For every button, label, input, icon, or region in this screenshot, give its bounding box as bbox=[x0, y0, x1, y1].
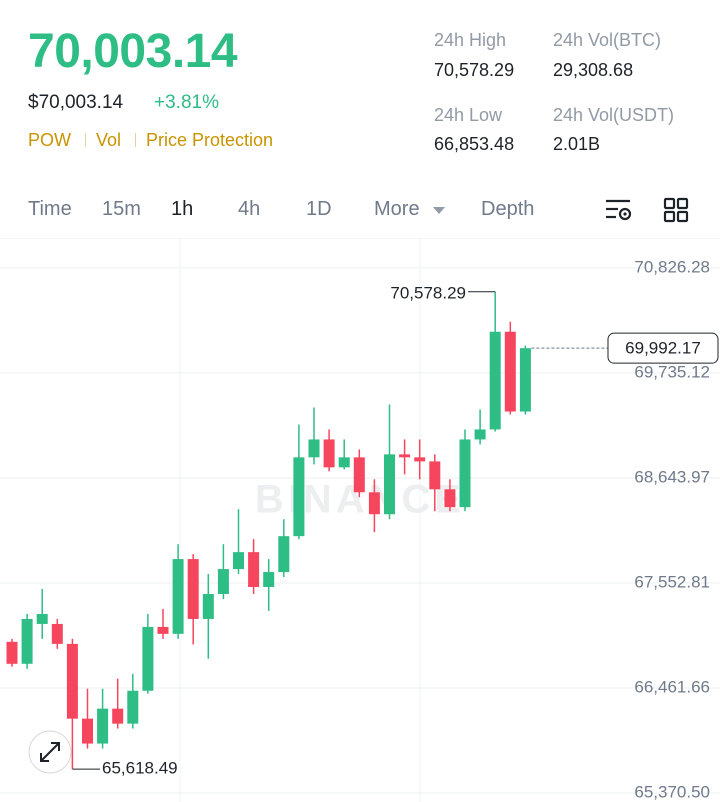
high-marker-label: 70,578.29 bbox=[390, 283, 466, 302]
last-price-label: 69,992.17 bbox=[625, 339, 701, 358]
last-price: 70,003.14 bbox=[28, 25, 238, 78]
candle-body bbox=[459, 439, 471, 508]
candlestick-chart: BINANCE70,826.2869,735.1268,643.9767,552… bbox=[0, 238, 720, 802]
candle-body bbox=[187, 559, 199, 619]
y-tick-label: 69,735.12 bbox=[634, 362, 710, 381]
candle-body bbox=[21, 618, 33, 664]
candle-body bbox=[263, 572, 275, 587]
stat-label: 24h Vol(USDT) bbox=[553, 105, 675, 125]
candle-body bbox=[429, 461, 441, 490]
interval-tab[interactable]: More bbox=[374, 198, 420, 220]
stat-label: 24h Low bbox=[434, 105, 503, 125]
candle-body bbox=[444, 489, 456, 508]
stat-value: 66,853.48 bbox=[434, 134, 515, 154]
low-marker-label: 65,618.49 bbox=[102, 759, 178, 778]
candle-body bbox=[414, 457, 426, 462]
candle-body bbox=[97, 708, 109, 744]
candle-body bbox=[308, 439, 320, 458]
layout-icon[interactable] bbox=[662, 196, 692, 224]
fiat-price: $70,003.14 bbox=[28, 92, 124, 113]
tag[interactable]: Price Protection bbox=[146, 130, 274, 150]
candle-body bbox=[157, 626, 169, 634]
candle-body bbox=[474, 429, 486, 440]
interval-tab[interactable]: 1h bbox=[171, 198, 194, 220]
candle-body bbox=[66, 643, 78, 719]
candle-body bbox=[323, 439, 335, 468]
stat-value: 29,308.68 bbox=[553, 60, 634, 80]
tag[interactable]: Vol bbox=[96, 130, 122, 150]
candle-body bbox=[489, 331, 501, 430]
candle-body bbox=[6, 641, 18, 664]
y-tick-label: 68,643.97 bbox=[634, 467, 710, 486]
candle-body bbox=[112, 708, 124, 724]
price-change: +3.81% bbox=[154, 92, 219, 113]
separator bbox=[85, 133, 86, 147]
candle-body bbox=[127, 690, 139, 724]
y-tick-label: 70,826.28 bbox=[634, 257, 710, 276]
candle-body bbox=[368, 492, 380, 515]
stat-label: 24h High bbox=[434, 30, 507, 50]
stat-label: 24h Vol(BTC) bbox=[553, 30, 662, 50]
indicator-settings-icon[interactable] bbox=[604, 196, 634, 224]
dropdown-arrow[interactable] bbox=[428, 202, 450, 218]
last-price-box bbox=[607, 332, 719, 364]
candle-body bbox=[384, 454, 395, 515]
candle-body bbox=[51, 623, 63, 644]
candle-body bbox=[233, 552, 244, 570]
tag[interactable]: POW bbox=[28, 130, 71, 150]
interval-tab[interactable]: 1D bbox=[306, 198, 332, 220]
interval-tab[interactable]: 15m bbox=[102, 198, 141, 220]
candle-body bbox=[172, 559, 184, 634]
candle-body bbox=[338, 457, 350, 468]
candle-body bbox=[217, 569, 229, 595]
candle-body bbox=[399, 454, 411, 458]
y-tick-label: 66,461.66 bbox=[634, 677, 710, 696]
candle-body bbox=[519, 348, 531, 412]
candle-body bbox=[248, 552, 260, 587]
candle-body bbox=[293, 457, 305, 537]
interval-tab[interactable]: Depth bbox=[481, 198, 535, 220]
candle-body bbox=[278, 536, 290, 573]
candle-body bbox=[82, 718, 93, 744]
candle-body bbox=[142, 626, 154, 691]
candle-body bbox=[36, 613, 48, 624]
stat-value: 70,578.29 bbox=[434, 60, 515, 80]
y-tick-label: 67,552.81 bbox=[634, 572, 710, 591]
stat-value: 2.01B bbox=[553, 134, 601, 154]
interval-tab[interactable]: Time bbox=[28, 198, 72, 220]
candle-body bbox=[353, 457, 365, 493]
interval-tab[interactable]: 4h bbox=[238, 198, 261, 220]
y-tick-label: 65,370.50 bbox=[634, 782, 710, 801]
fullscreen-button[interactable] bbox=[28, 730, 72, 774]
candle-body bbox=[504, 331, 516, 412]
candle-body bbox=[202, 594, 214, 619]
separator bbox=[135, 133, 136, 147]
